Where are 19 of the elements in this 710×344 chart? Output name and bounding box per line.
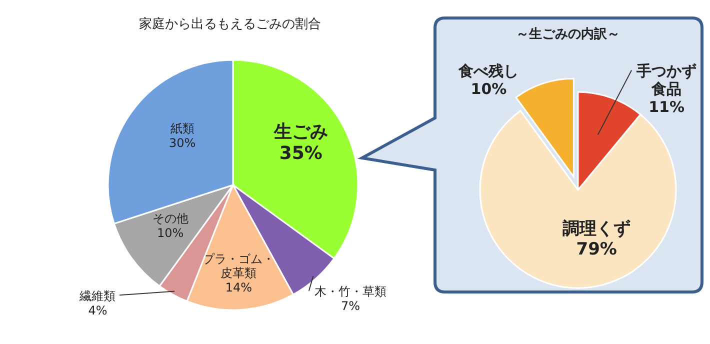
slice-label: 繊維類 [78,288,116,303]
slice-label: 木・竹・草類 [314,284,387,299]
data-label: 30% [169,136,196,150]
data-label: 79% [576,239,617,260]
data-label: 11% [648,98,685,116]
data-label: 14% [225,280,252,295]
slice-label: 生ごみ [272,121,328,142]
data-label: 4% [88,303,108,318]
slice-label: 紙類 [170,122,194,136]
chart-title: ～生ごみの内訳～ [516,26,620,42]
chart-title: 家庭から出るもえるごみの割合 [139,16,321,32]
data-label: 10% [470,80,507,98]
data-label: 7% [341,299,360,314]
slice-label: 手つかず食品 [636,62,697,98]
slice-label: 食べ残し [458,62,519,80]
slice-label: 調理くず [562,219,631,240]
data-label: 35% [279,143,322,164]
data-label: 10% [156,226,184,240]
slice-label: その他 [152,212,188,226]
